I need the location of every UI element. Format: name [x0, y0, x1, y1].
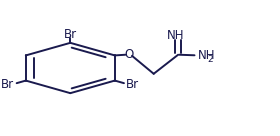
Text: 2: 2	[208, 55, 213, 64]
Text: Br: Br	[126, 78, 139, 91]
Text: O: O	[125, 48, 134, 61]
Text: Br: Br	[64, 28, 77, 41]
Text: Br: Br	[1, 78, 14, 91]
Text: NH: NH	[167, 29, 185, 41]
Text: NH: NH	[198, 49, 216, 62]
